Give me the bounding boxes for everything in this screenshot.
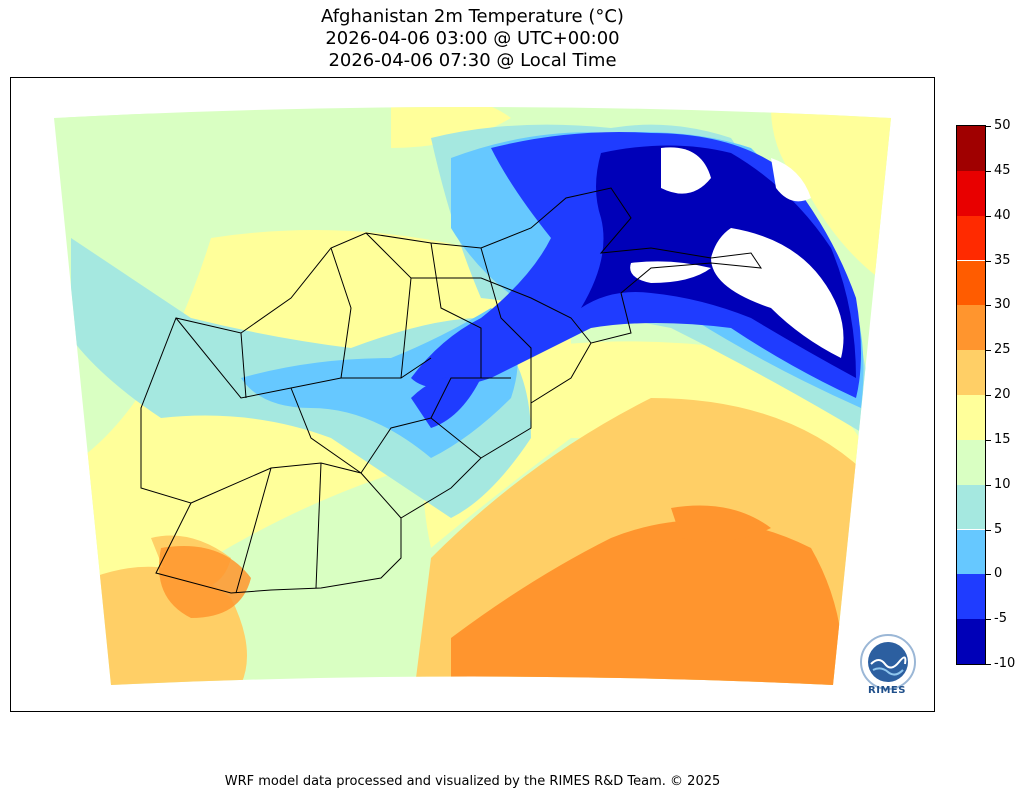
- colorbar-segment: [957, 260, 985, 306]
- colorbar-tick: [986, 215, 991, 217]
- colorbar-tick: [986, 529, 991, 531]
- map-title: Afghanistan 2m Temperature (°C) 2026-04-…: [10, 6, 935, 72]
- colorbar-tick: [986, 170, 991, 172]
- colorbar: [956, 125, 986, 665]
- province-line-2: [235, 467, 272, 594]
- colorbar-tick: [986, 395, 991, 396]
- province-line-12: [290, 387, 362, 474]
- country-boundaries: [140, 187, 763, 594]
- colorbar-segment: [957, 126, 985, 171]
- colorbar-tick-label: 0: [994, 566, 1003, 582]
- colorbar-segment: [957, 305, 985, 351]
- colorbar-tick: [986, 619, 991, 621]
- colorbar-tick-label: 10: [994, 476, 1011, 492]
- colorbar-segment: [957, 395, 985, 440]
- province-line-3: [315, 462, 322, 589]
- colorbar-tick-label: 25: [994, 342, 1011, 358]
- colorbar-tick: [986, 305, 991, 307]
- province-line-11: [411, 277, 592, 344]
- colorbar-tick: [986, 664, 991, 665]
- colorbar-tick-label: 35: [994, 252, 1011, 268]
- colorbar-tick-label: 40: [994, 207, 1011, 223]
- colorbar-tick-label: 30: [994, 297, 1011, 313]
- colorbar-tick: [986, 574, 991, 576]
- colorbar-segment: [957, 170, 985, 216]
- province-line-13: [430, 377, 511, 419]
- province-line-10: [360, 417, 482, 474]
- province-line-6: [330, 247, 352, 379]
- colorbar-tick: [986, 439, 991, 441]
- province-line-8: [430, 242, 482, 378]
- title-line-local-time: 2026-04-06 07:30 @ Local Time: [328, 50, 617, 71]
- colorbar-tick-label: -10: [994, 656, 1016, 671]
- below-range-patch-2: [711, 228, 844, 358]
- band-10-15-northwest: [61, 113, 211, 208]
- colorbar-tick-label: 20: [994, 387, 1011, 402]
- colorbar-segment: [957, 350, 985, 395]
- colorbar-segment: [957, 484, 985, 530]
- colorbar-tick-label: 50: [994, 118, 1011, 133]
- footer-credit: WRF model data processed and visualized …: [224, 774, 721, 789]
- band-25-30-patch: [671, 505, 771, 542]
- logo-text: RIMES: [868, 685, 906, 696]
- colorbar-tick-label: -5: [994, 611, 1007, 627]
- colorbar-segment: [957, 574, 985, 620]
- province-line-9: [480, 247, 532, 403]
- colorbar-tick-label: 5: [994, 521, 1003, 537]
- band-15-20-east: [423, 341, 871, 548]
- band-25-30-south: [451, 520, 843, 685]
- below-range-patch-1: [661, 147, 711, 194]
- colorbar-segment: [957, 529, 985, 575]
- colorbar-tick: [986, 260, 991, 262]
- map-panel: [10, 77, 935, 712]
- below-range-patch-3: [630, 261, 711, 283]
- colorbar-segment: [957, 215, 985, 261]
- colorbar-segment: [957, 439, 985, 485]
- province-line-4: [175, 317, 432, 399]
- below-range-patch-4: [771, 158, 811, 202]
- temperature-field: [54, 107, 891, 685]
- colorbar-segment: [957, 619, 985, 664]
- title-line-variable: Afghanistan 2m Temperature (°C): [321, 6, 624, 27]
- band-minus5-0-patch: [411, 375, 481, 428]
- colorbar-tick: [986, 484, 991, 486]
- colorbar-tick-label: 15: [994, 431, 1011, 447]
- title-line-utc-time: 2026-04-06 03:00 @ UTC+00:00: [325, 28, 620, 49]
- band-25-30-southwest: [159, 546, 251, 618]
- band-15-20-northeast: [771, 108, 891, 298]
- rimes-logo-icon: [860, 634, 916, 690]
- band-15-20-north: [391, 107, 511, 148]
- colorbar-tick: [986, 350, 991, 352]
- temperature-map: [54, 107, 891, 685]
- province-line-5: [240, 332, 247, 399]
- colorbar-tick-label: 45: [994, 162, 1011, 178]
- colorbar-tick: [986, 126, 991, 127]
